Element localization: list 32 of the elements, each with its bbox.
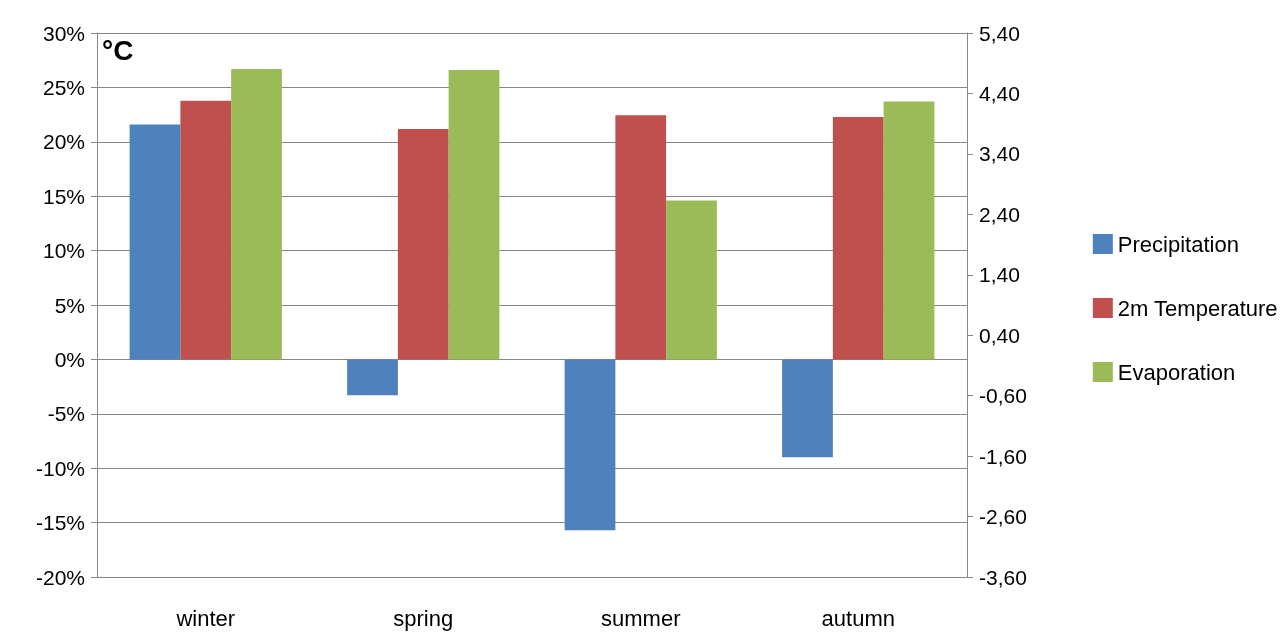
y2-tick-label: 4,40 [979, 81, 1020, 105]
y2-tick-label: -1,60 [979, 444, 1027, 468]
y2-tick-label: 5,40 [979, 21, 1020, 45]
y-tick-label: 25% [42, 75, 85, 99]
legend-label: Evaporation [1117, 359, 1236, 385]
legend-label: Precipitation [1117, 231, 1239, 257]
y2-tick-label: -2,60 [979, 505, 1027, 529]
y2-tick-label: 0,40 [979, 323, 1020, 347]
x-tick-label: summer [601, 605, 681, 631]
bar [782, 359, 833, 458]
y-tick-label: 10% [42, 239, 85, 263]
y-tick-label: 15% [42, 184, 85, 208]
y-tick-label: 30% [42, 21, 85, 45]
x-tick-label: autumn [821, 605, 895, 631]
y-tick-label: -15% [35, 511, 85, 535]
x-tick-label: winter [175, 605, 236, 631]
x-tick-label: spring [393, 605, 454, 631]
y-tick-label: 5% [54, 293, 85, 317]
y-tick-label: -20% [35, 565, 85, 589]
y-tick-label: -10% [35, 456, 85, 480]
y2-tick-label: -0,60 [979, 384, 1027, 408]
bar [564, 359, 616, 531]
legend-label: 2m Temperature [1117, 295, 1278, 321]
y-tick-label: 0% [54, 347, 85, 371]
y2-tick-label: -3,60 [979, 565, 1027, 589]
bar [347, 359, 398, 396]
y2-tick-label: 2,40 [979, 202, 1020, 226]
y2-tick-label: 3,40 [979, 142, 1020, 166]
y-tick-label: 20% [42, 130, 85, 154]
y2-tick-label: 1,40 [979, 263, 1020, 287]
annotation: °C [102, 34, 134, 66]
y-tick-label: -5% [47, 402, 85, 426]
